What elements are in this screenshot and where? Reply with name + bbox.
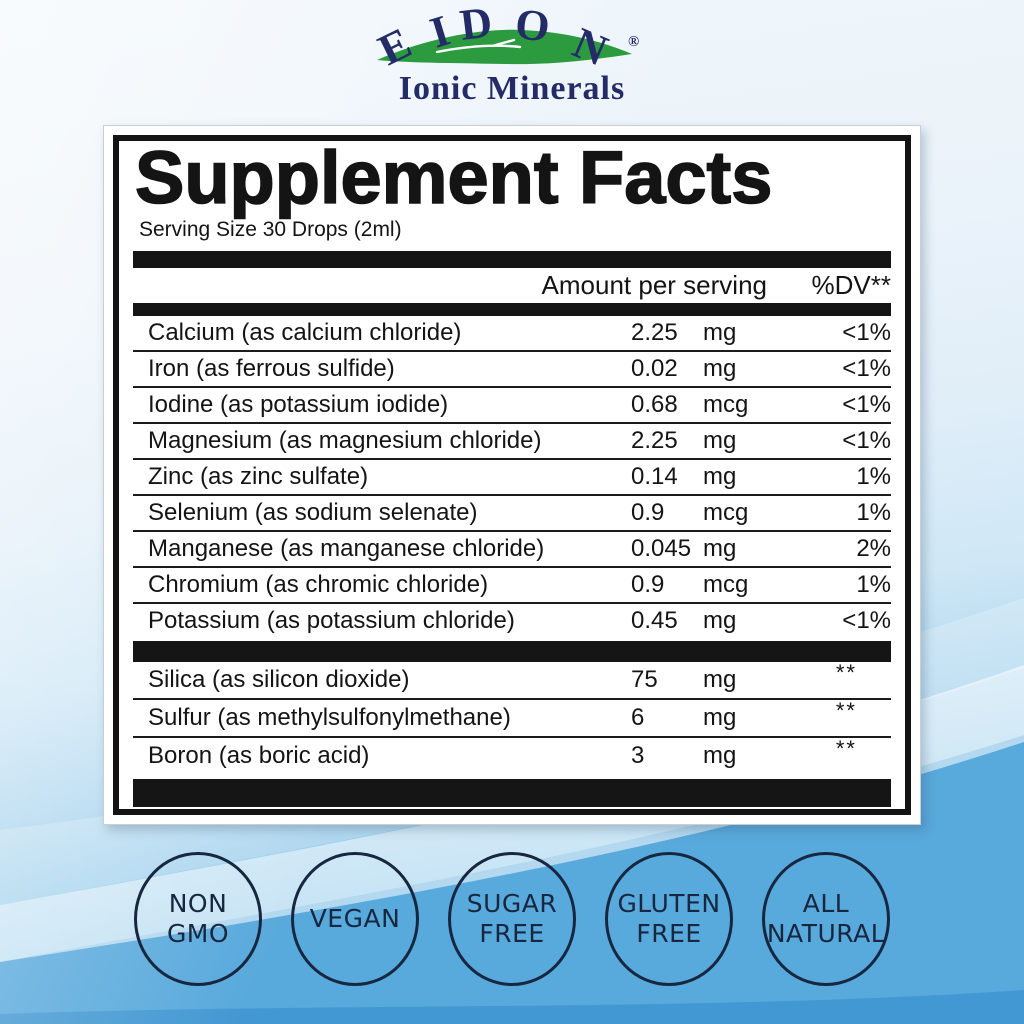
- table-row: Chromium (as chromic chloride) 0.9 mcg 1%: [133, 568, 891, 604]
- nutrient-unit: mcg: [703, 499, 749, 526]
- nutrient-name: Selenium (as sodium selenate): [148, 499, 478, 526]
- brand-logo: E I D O N ® Ionic Minerals: [371, 2, 639, 107]
- nutrient-unit: mcg: [703, 391, 749, 418]
- logo-tagline: Ionic Minerals: [399, 70, 625, 107]
- nutrient-name: Potassium (as potassium chloride): [148, 607, 515, 634]
- table-row: Boron (as boric acid) 3 mg **: [133, 736, 891, 774]
- registered-mark-icon: ®: [628, 34, 639, 50]
- nutrient-amount: 0.9: [631, 499, 665, 526]
- supplement-facts-border: Supplement Facts Serving Size 30 Drops (…: [113, 135, 911, 815]
- divider-bar-header: [133, 303, 891, 316]
- divider-bar-bottom: [133, 779, 891, 807]
- nutrient-dv: 1%: [856, 571, 891, 598]
- claim-badges-row: NON GMO VEGAN SUGAR FREE GLUTEN FREE ALL…: [0, 852, 1024, 986]
- table-row: Zinc (as zinc sulfate) 0.14 mg 1%: [133, 460, 891, 496]
- nutrient-name: Calcium (as calcium chloride): [148, 319, 462, 346]
- logo-letter-d: D: [457, 2, 495, 50]
- nutrient-dv: **: [835, 736, 857, 761]
- badge-line: NON: [168, 888, 228, 918]
- nutrient-dv: <1%: [842, 355, 891, 382]
- nutrient-amount: 2.25: [631, 427, 678, 454]
- nutrient-dv: 1%: [856, 499, 891, 526]
- nutrient-dv: **: [835, 698, 857, 723]
- nutrient-name: Iron (as ferrous sulfide): [148, 355, 395, 382]
- table-row: Iodine (as potassium iodide) 0.68 mcg <1%: [133, 388, 891, 424]
- nutrient-amount: 0.14: [631, 463, 678, 490]
- nutrient-unit: mg: [703, 319, 737, 346]
- nutrient-name: Sulfur (as methylsulfonylmethane): [148, 704, 511, 731]
- panel-title: Supplement Facts: [134, 136, 773, 219]
- nutrient-dv: <1%: [842, 391, 891, 418]
- nutrient-name: Iodine (as potassium iodide): [148, 391, 449, 418]
- nutrient-amount: 0.02: [631, 355, 678, 382]
- nutrient-name: Magnesium (as magnesium chloride): [148, 427, 542, 454]
- nutrient-table-secondary: Silica (as silicon dioxide) 75 mg ** Sulfur…: [133, 660, 891, 774]
- badge-line: ALL: [802, 888, 850, 918]
- badge-line: GLUTEN: [617, 888, 721, 918]
- badge-line: NATURAL: [766, 919, 886, 948]
- table-row: Manganese (as manganese chloride) 0.045 mg…: [133, 532, 891, 568]
- nutrient-name: Boron (as boric acid): [148, 742, 370, 769]
- nutrient-unit: mg: [703, 607, 737, 634]
- logo-letter-o: O: [513, 2, 552, 52]
- badge-line: FREE: [479, 919, 545, 948]
- nutrient-amount: 0.045: [631, 535, 692, 562]
- badge-line: SUGAR: [466, 888, 558, 918]
- nutrient-amount: 0.68: [631, 391, 678, 418]
- table-row: Silica (as silicon dioxide) 75 mg **: [133, 660, 891, 700]
- nutrient-dv: <1%: [842, 319, 891, 346]
- nutrient-dv: 1%: [856, 463, 891, 490]
- nutrient-unit: mcg: [703, 571, 749, 598]
- nutrient-unit: mg: [703, 463, 737, 490]
- table-row: Iron (as ferrous sulfide) 0.02 mg <1%: [133, 352, 891, 388]
- table-row: Magnesium (as magnesium chloride) 2.25 mg <…: [133, 424, 891, 460]
- nutrient-amount: 3: [631, 742, 645, 769]
- badge-line: FREE: [636, 919, 702, 948]
- nutrient-dv: **: [835, 660, 857, 685]
- nutrient-dv: <1%: [842, 607, 891, 634]
- table-row: Potassium (as potassium chloride) 0.45 mg <…: [133, 604, 891, 638]
- badge-line: GMO: [166, 919, 230, 948]
- divider-bar-mid: [133, 641, 891, 662]
- badge-gluten-free: GLUTEN FREE: [605, 852, 733, 986]
- badge-all-natural: ALL NATURAL: [762, 852, 890, 986]
- badge-vegan: VEGAN: [291, 852, 419, 986]
- nutrient-amount: 0.9: [631, 571, 665, 598]
- serving-size: Serving Size 30 Drops (2ml): [139, 218, 402, 241]
- nutrient-unit: mg: [703, 355, 737, 382]
- logo-letter-n: N: [566, 18, 615, 76]
- nutrient-amount: 6: [631, 704, 645, 731]
- badge-non-gmo: NON GMO: [134, 852, 262, 986]
- nutrient-amount: 0.45: [631, 607, 678, 634]
- nutrient-dv: <1%: [842, 427, 891, 454]
- supplement-facts-panel: Supplement Facts Serving Size 30 Drops (…: [103, 125, 921, 825]
- table-row: Calcium (as calcium chloride) 2.25 mg <1%: [133, 316, 891, 352]
- nutrient-table-main: Calcium (as calcium chloride) 2.25 mg <1% I…: [133, 316, 891, 638]
- nutrient-unit: mg: [703, 666, 737, 693]
- nutrient-name: Silica (as silicon dioxide): [148, 666, 410, 693]
- badge-sugar-free: SUGAR FREE: [448, 852, 576, 986]
- badge-line: VEGAN: [309, 903, 401, 933]
- table-row: Sulfur (as methylsulfonylmethane) 6 mg **: [133, 698, 891, 738]
- nutrient-name: Chromium (as chromic chloride): [148, 571, 489, 598]
- nutrient-unit: mg: [703, 427, 737, 454]
- nutrient-name: Zinc (as zinc sulfate): [148, 463, 369, 490]
- nutrient-unit: mg: [703, 704, 737, 731]
- logo-letter-e: E: [371, 18, 419, 75]
- table-row: Selenium (as sodium selenate) 0.9 mcg 1%: [133, 496, 891, 532]
- logo-swoosh-stem: [435, 38, 522, 54]
- divider-bar-top: [133, 251, 891, 268]
- column-header-dv: %DV**: [811, 270, 891, 300]
- nutrient-name: Manganese (as manganese chloride): [148, 535, 545, 562]
- column-header-amount: Amount per serving: [541, 270, 767, 300]
- table-header-row: Amount per serving %DV**: [133, 268, 891, 303]
- nutrient-amount: 2.25: [631, 319, 678, 346]
- nutrient-dv: 2%: [856, 535, 891, 562]
- nutrient-amount: 75: [631, 666, 658, 693]
- nutrient-unit: mg: [703, 742, 737, 769]
- nutrient-unit: mg: [703, 535, 737, 562]
